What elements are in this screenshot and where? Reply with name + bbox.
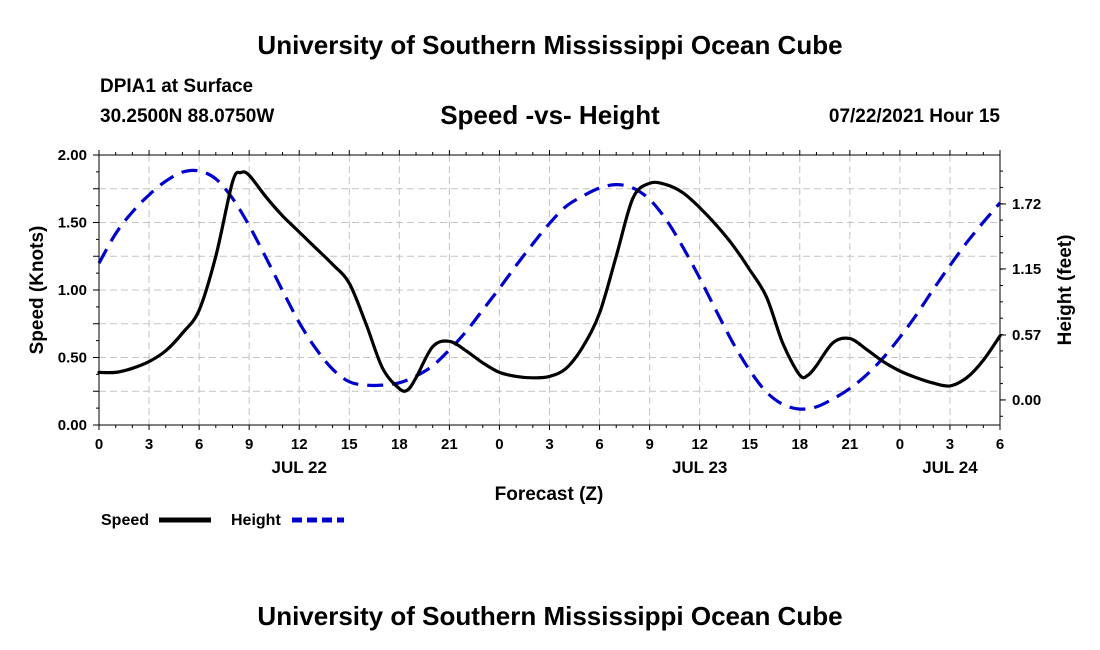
station-coords: 30.2500N 88.0750W [100,106,275,127]
y-tick-label: 1.00 [58,282,87,299]
x-tick-label: 15 [741,436,758,453]
y-tick-label: 0.50 [58,350,87,367]
x-tick-label: 0 [896,436,904,453]
x-axis-label: Forecast (Z) [495,484,604,505]
x-tick-label: 9 [245,436,253,453]
series-layer [97,168,1002,411]
x-tick-label: 9 [645,436,653,453]
x-tick-label: 12 [291,436,308,453]
date-label: JUL 22 [271,458,326,477]
x-tick-label: 3 [946,436,954,453]
date-label: JUL 24 [922,458,978,477]
y2-tick-label: 0.00 [1012,392,1041,409]
x-tick-label: 6 [195,436,203,453]
x-tick-label: 6 [996,436,1004,453]
x-tick-label: 12 [691,436,708,453]
x-tick-label: 3 [545,436,553,453]
x-tick-label: 21 [841,436,858,453]
x-tick-label: 6 [595,436,603,453]
y-tick-label: 0.00 [58,417,87,434]
x-tick-label: 3 [145,436,153,453]
y2-tick-label: 1.15 [1012,261,1041,278]
height-series-line [97,168,1002,411]
x-tick-label: 0 [495,436,503,453]
grid-lines [99,155,1000,425]
legend-label: Speed [101,512,149,529]
page-title-bottom: University of Southern Mississippi Ocean… [257,601,843,631]
y-tick-label: 1.50 [58,215,87,232]
station-name: DPIA1 at Surface [100,76,254,97]
x-tick-label: 18 [391,436,408,453]
x-tick-label: 15 [341,436,358,453]
legend-label: Height [231,512,281,529]
y-axis-label: Speed (Knots) [27,226,48,355]
y2-tick-label: 0.57 [1012,327,1041,344]
axes: 0 3 6 9 12 15 18 21 0 3 6 9 12 15 18 21 0 3 6 0.00 0.50 1.00 1… [58,147,1041,477]
x-tick-label: 21 [441,436,458,453]
legend: Speed Height [101,512,344,529]
speed-height-chart: 0 3 6 9 12 15 18 21 0 3 6 9 12 15 18 21 0 3 6 0.00 0.50 1.00 1… [27,147,1076,529]
y2-tick-label: 1.72 [1012,196,1041,213]
x-tick-label: 0 [95,436,103,453]
chart-title: Speed -vs- Height [440,100,660,130]
y-tick-label: 2.00 [58,147,87,164]
y2-axis-label: Height (feet) [1055,235,1076,346]
date-label: JUL 23 [672,458,727,477]
x-tick-label: 18 [791,436,808,453]
speed-series-line [97,170,1002,393]
forecast-datetime: 07/22/2021 Hour 15 [828,106,1000,127]
page-title-top: University of Southern Mississippi Ocean… [257,30,843,60]
